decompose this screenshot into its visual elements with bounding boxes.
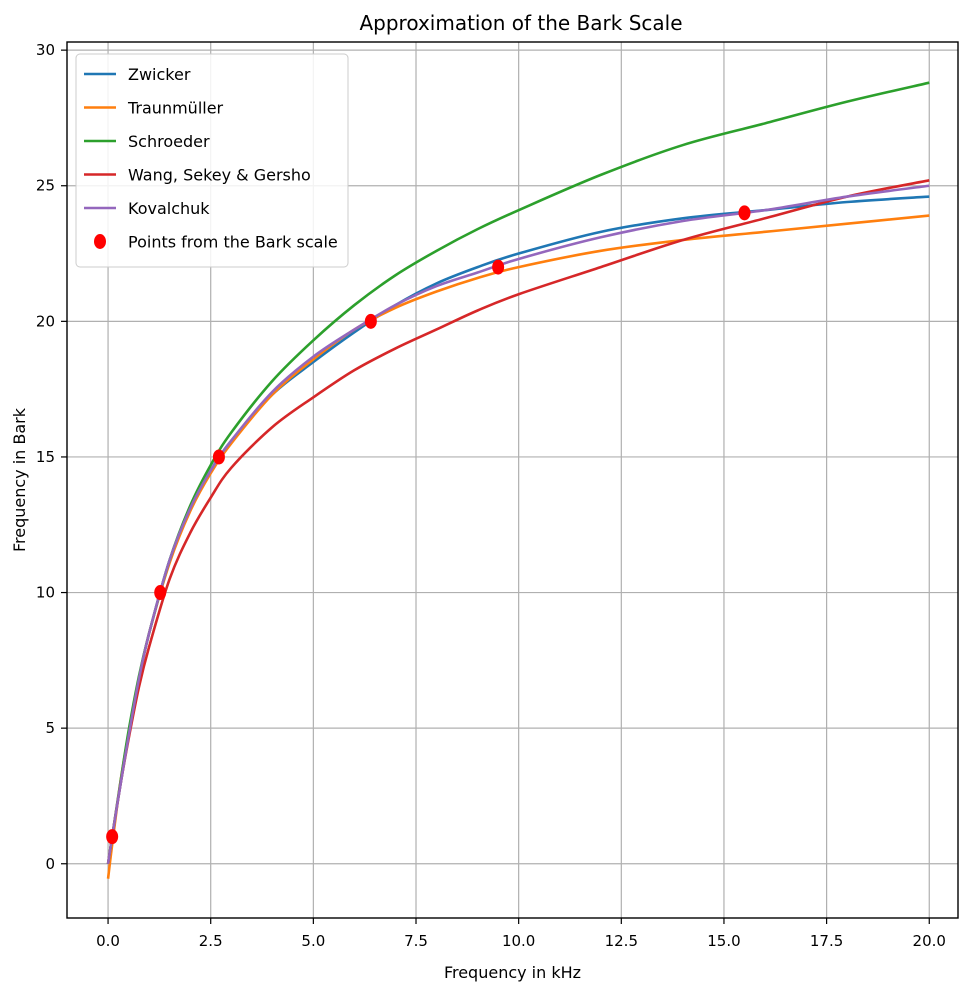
x-tick-label: 17.5 xyxy=(810,932,843,950)
y-tick-label: 20 xyxy=(36,312,55,330)
series-layer xyxy=(106,81,930,879)
y-tick-label: 5 xyxy=(45,719,55,737)
y-tick-label: 15 xyxy=(36,448,55,466)
bark-point xyxy=(154,585,167,601)
x-tick-label: 7.5 xyxy=(404,932,428,950)
series-line-kovalchuk xyxy=(106,184,930,864)
x-tick-label: 12.5 xyxy=(605,932,638,950)
legend-label: Traunmüller xyxy=(127,99,224,118)
y-tick-label: 30 xyxy=(36,41,55,59)
legend: Zwicker Traunmüller Schroeder Wang, Sekey &… xyxy=(75,53,349,268)
legend-label: Points from the Bark scale xyxy=(128,233,338,252)
grid xyxy=(67,42,958,918)
axis-ticks: 0.0 2.5 5.0 7.5 10.0 12.5 15.0 17.5 20.0 0 5 10 15 20… xyxy=(36,41,946,950)
chart-title: Approximation of the Bark Scale xyxy=(359,11,682,35)
x-axis-label: Frequency in kHz xyxy=(444,963,581,982)
x-tick-label: 15.0 xyxy=(707,932,740,950)
y-tick-label: 10 xyxy=(36,584,55,602)
bark-point xyxy=(492,259,505,275)
plot-frame xyxy=(66,41,959,919)
legend-label: Schroeder xyxy=(128,132,210,151)
bark-point xyxy=(364,313,377,329)
x-tick-label: 10.0 xyxy=(502,932,535,950)
legend-box xyxy=(75,53,349,268)
bark-point xyxy=(738,205,751,221)
bark-point xyxy=(212,449,225,465)
y-tick-label: 0 xyxy=(45,855,55,873)
bark-point xyxy=(106,829,119,845)
legend-label: Kovalchuk xyxy=(128,199,210,218)
x-tick-label: 5.0 xyxy=(301,932,325,950)
x-tick-label: 2.5 xyxy=(199,932,223,950)
y-axis-label: Frequency in Bark xyxy=(10,407,29,552)
x-tick-label: 0.0 xyxy=(96,932,120,950)
y-tick-label: 25 xyxy=(36,177,55,195)
x-tick-label: 20.0 xyxy=(913,932,946,950)
legend-marker xyxy=(94,234,106,249)
legend-label: Zwicker xyxy=(128,65,191,84)
legend-label: Wang, Sekey & Gersho xyxy=(128,166,311,185)
